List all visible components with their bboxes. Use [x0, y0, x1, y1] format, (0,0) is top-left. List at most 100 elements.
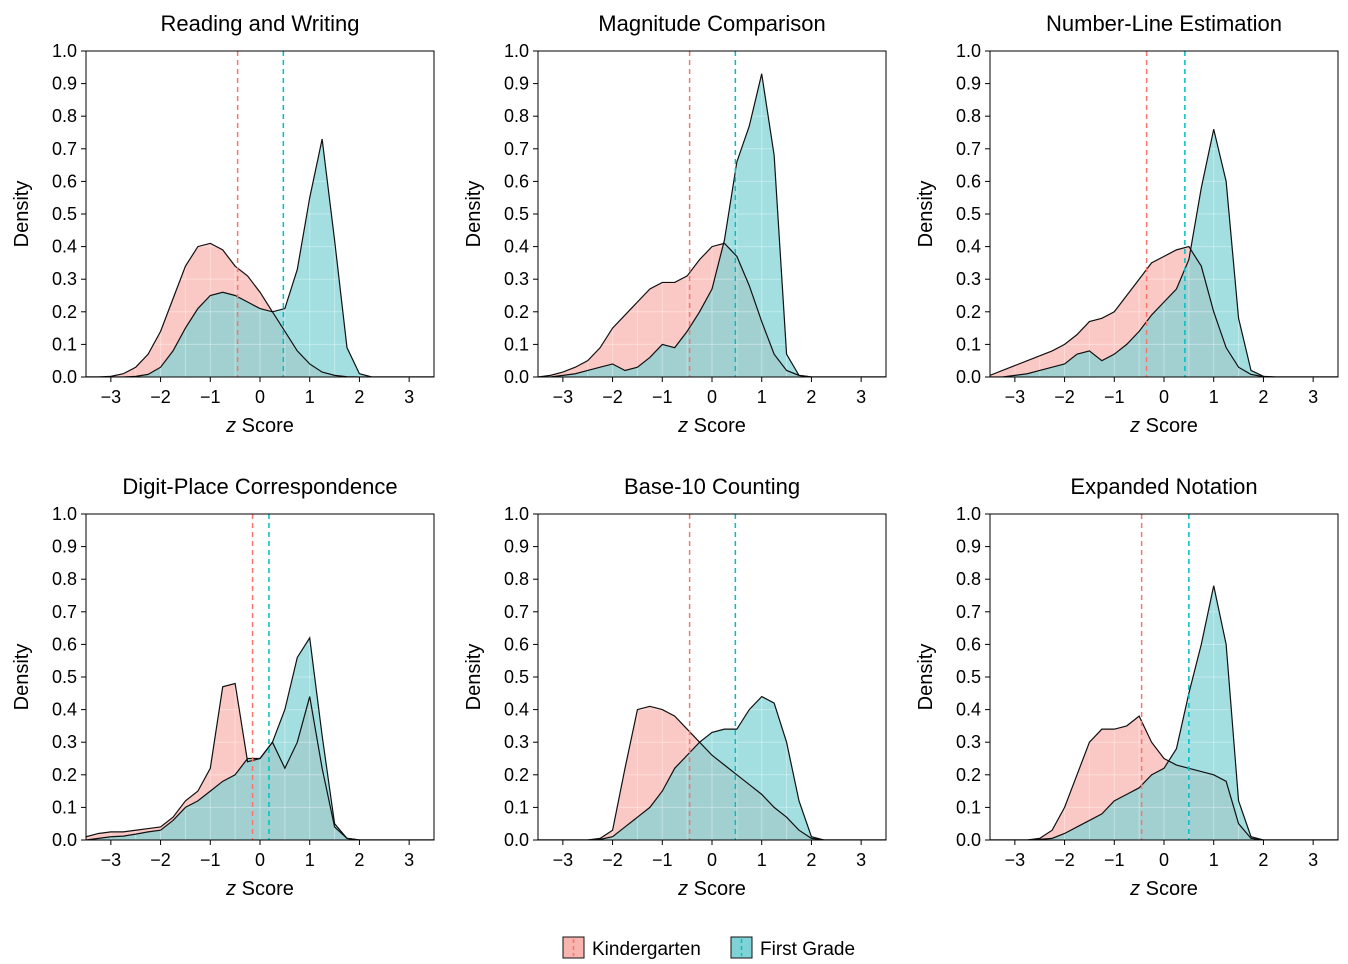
- legend-item-kindergarten: Kindergarten: [562, 936, 701, 960]
- first_grade-density-area: [990, 129, 1338, 377]
- first_grade-density-area: [990, 585, 1338, 840]
- x-tick-label: −2: [602, 387, 623, 407]
- y-tick-label: 0.9: [504, 74, 529, 94]
- y-axis-label: Density: [11, 644, 33, 711]
- x-axis-label: z Score: [225, 878, 294, 900]
- y-axis-label: Density: [463, 644, 485, 711]
- y-tick-label: 1.0: [52, 504, 77, 524]
- x-tick-label: 0: [707, 850, 717, 870]
- x-tick-label: 1: [305, 850, 315, 870]
- x-tick-label: −1: [200, 387, 221, 407]
- x-tick-label: 0: [1159, 387, 1169, 407]
- y-tick-label: 0.8: [52, 569, 77, 589]
- x-tick-label: 2: [354, 850, 364, 870]
- y-tick-label: 0.0: [52, 830, 77, 850]
- y-tick-label: 0.7: [504, 139, 529, 159]
- x-tick-label: 0: [255, 850, 265, 870]
- y-tick-label: 1.0: [956, 504, 981, 524]
- plot-content: [538, 514, 886, 840]
- y-tick-label: 0.8: [504, 106, 529, 126]
- kindergarten-density-line: [990, 245, 1338, 377]
- y-tick-label: 0.6: [956, 171, 981, 191]
- y-tick-label: 0.0: [504, 830, 529, 850]
- y-tick-label: 0.4: [52, 237, 77, 257]
- y-tick-label: 0.9: [956, 74, 981, 94]
- y-tick-label: 0.5: [504, 667, 529, 687]
- y-tick-label: 0.0: [956, 830, 981, 850]
- y-tick-label: 0.5: [52, 667, 77, 687]
- x-tick-label: 2: [1258, 850, 1268, 870]
- x-tick-label: 2: [806, 850, 816, 870]
- x-tick-label: 1: [757, 387, 767, 407]
- panel-title: Base-10 Counting: [624, 474, 800, 499]
- first_grade-density-line: [86, 636, 434, 840]
- y-tick-label: 0.3: [504, 732, 529, 752]
- y-tick-label: 0.9: [52, 537, 77, 557]
- panel-4: 0.0 0.1 0.2 0.3 0.4 0.5 0.6 0.7 0.8 0.9 1.0 −3 −2 −1 0…: [463, 474, 887, 900]
- legend-label: First Grade: [760, 939, 855, 960]
- first_grade-density-line: [990, 585, 1338, 840]
- y-tick-label: 0.2: [956, 302, 981, 322]
- x-tick-label: 2: [806, 387, 816, 407]
- y-tick-label: 0.0: [52, 367, 77, 387]
- x-tick-label: −2: [150, 387, 171, 407]
- y-tick-label: 0.1: [52, 334, 77, 354]
- legend-label: Kindergarten: [592, 939, 701, 960]
- panel-title: Digit-Place Correspondence: [122, 474, 397, 499]
- first_grade-density-area: [86, 139, 434, 377]
- x-tick-label: 2: [354, 387, 364, 407]
- x-tick-label: −1: [1104, 387, 1125, 407]
- x-tick-label: 0: [1159, 850, 1169, 870]
- x-tick-label: 3: [404, 387, 414, 407]
- panel-title: Expanded Notation: [1070, 474, 1257, 499]
- y-tick-label: 0.7: [52, 139, 77, 159]
- x-tick-label: 3: [1308, 387, 1318, 407]
- y-tick-label: 0.2: [52, 302, 77, 322]
- y-tick-label: 0.9: [52, 74, 77, 94]
- y-tick-label: 0.8: [956, 106, 981, 126]
- y-axis-label: Density: [915, 644, 937, 711]
- plot-content: [990, 514, 1338, 840]
- y-tick-label: 0.5: [956, 667, 981, 687]
- y-tick-label: 0.4: [956, 237, 981, 257]
- first_grade-density-line: [86, 138, 434, 377]
- x-tick-label: −1: [652, 850, 673, 870]
- plot-content: [86, 51, 434, 377]
- y-tick-label: 0.9: [956, 537, 981, 557]
- x-axis-label: z Score: [1129, 878, 1198, 900]
- panel-3: 0.0 0.1 0.2 0.3 0.4 0.5 0.6 0.7 0.8 0.9 1.0 −3 −2 −1 0…: [11, 474, 435, 900]
- x-tick-label: −2: [1054, 850, 1075, 870]
- x-tick-label: −2: [1054, 387, 1075, 407]
- y-tick-label: 0.1: [956, 797, 981, 817]
- x-tick-label: 1: [1209, 387, 1219, 407]
- y-tick-label: 1.0: [956, 41, 981, 61]
- x-tick-label: −2: [602, 850, 623, 870]
- x-tick-label: −3: [1005, 387, 1026, 407]
- y-tick-label: 0.3: [52, 269, 77, 289]
- first_grade-density-area: [538, 696, 886, 840]
- y-tick-label: 0.6: [52, 634, 77, 654]
- x-tick-label: −3: [101, 387, 122, 407]
- plot-content: [538, 51, 886, 377]
- legend: Kindergarten First Grade: [562, 936, 855, 960]
- y-tick-label: 0.1: [504, 797, 529, 817]
- y-tick-label: 0.5: [52, 204, 77, 224]
- first_grade-density-line: [538, 73, 886, 377]
- y-tick-label: 1.0: [504, 504, 529, 524]
- panel-1: 0.0 0.1 0.2 0.3 0.4 0.5 0.6 0.7 0.8 0.9 1.0 −3 −2 −1 0…: [463, 11, 887, 437]
- y-tick-label: 0.8: [956, 569, 981, 589]
- y-tick-label: 0.5: [504, 204, 529, 224]
- y-tick-label: 1.0: [504, 41, 529, 61]
- x-tick-label: 0: [707, 387, 717, 407]
- y-axis-label: Density: [463, 181, 485, 248]
- panels: 0.0 0.1 0.2 0.3 0.4 0.5 0.6 0.7 0.8 0.9 1.0 −3 −2 −1 0…: [11, 11, 1339, 900]
- x-tick-label: 3: [856, 387, 866, 407]
- y-tick-label: 0.3: [956, 269, 981, 289]
- plot-content: [86, 514, 434, 840]
- y-tick-label: 1.0: [52, 41, 77, 61]
- x-tick-label: −3: [553, 387, 574, 407]
- y-tick-label: 0.6: [956, 634, 981, 654]
- y-tick-label: 0.1: [504, 334, 529, 354]
- y-axis-label: Density: [11, 181, 33, 248]
- y-tick-label: 0.2: [52, 765, 77, 785]
